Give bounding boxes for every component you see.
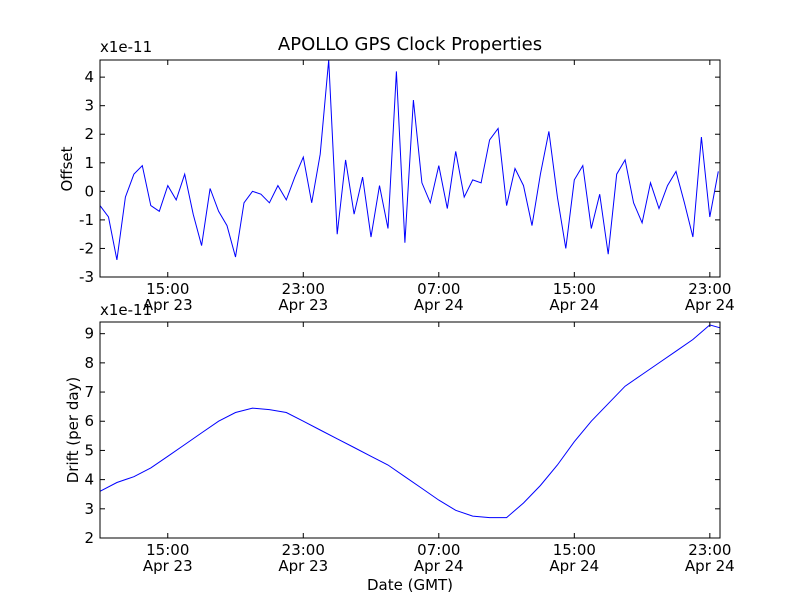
chart-title: APOLLO GPS Clock Properties	[278, 34, 542, 55]
offset-y-tick-label: -1	[79, 211, 94, 229]
offset-x-tick-time: 15:00	[553, 280, 596, 298]
offset-y-tick-label: 3	[84, 97, 94, 115]
drift-series-line	[99, 324, 721, 519]
drift-x-tick-date: Apr 24	[549, 557, 599, 575]
drift-y-label: Drift (per day)	[64, 377, 82, 484]
drift-x-label: Date (GMT)	[367, 576, 453, 594]
drift-multiplier: x1e-11	[100, 301, 152, 319]
drift-x-tick-time: 15:00	[146, 541, 189, 559]
offset-y-tick-label: -2	[79, 239, 94, 257]
drift-x-tick-date: Apr 24	[414, 557, 464, 575]
drift-y-tick-label: 9	[84, 325, 94, 343]
drift-x-tick-date: Apr 23	[278, 557, 328, 575]
drift-x-tick-date: Apr 24	[685, 557, 735, 575]
drift-x-tick-time: 23:00	[688, 541, 731, 559]
offset-y-tick-label: 1	[84, 154, 94, 172]
drift-y-tick-label: 4	[84, 471, 94, 489]
offset-y-tick-label: -3	[79, 268, 94, 286]
offset-x-tick-time: 07:00	[417, 280, 460, 298]
drift-y-tick-label: 3	[84, 500, 94, 518]
offset-multiplier: x1e-11	[100, 38, 152, 56]
drift-y-tick-label: 5	[84, 441, 94, 459]
drift-x-tick-date: Apr 23	[143, 557, 193, 575]
offset-x-tick-time: 23:00	[282, 280, 325, 298]
offset-x-tick-date: Apr 23	[143, 296, 193, 314]
offset-x-tick-date: Apr 24	[414, 296, 464, 314]
drift-y-tick-label: 8	[84, 354, 94, 372]
offset-y-label: Offset	[58, 146, 76, 191]
offset-x-tick-date: Apr 24	[685, 296, 735, 314]
drift-y-tick-label: 7	[84, 383, 94, 401]
drift-x-tick-time: 23:00	[282, 541, 325, 559]
offset-x-tick-date: Apr 23	[278, 296, 328, 314]
drift-x-tick-time: 15:00	[553, 541, 596, 559]
offset-series-line	[99, 59, 719, 260]
offset-y-tick-label: 2	[84, 125, 94, 143]
drift-x-tick-time: 07:00	[417, 541, 460, 559]
offset-y-tick-label: 0	[84, 182, 94, 200]
offset-x-tick-time: 15:00	[146, 280, 189, 298]
drift-axes-frame	[99, 321, 721, 539]
offset-x-tick-time: 23:00	[688, 280, 731, 298]
drift-y-tick-label: 2	[84, 529, 94, 547]
offset-x-tick-date: Apr 24	[549, 296, 599, 314]
drift-y-tick-label: 6	[84, 412, 94, 430]
offset-axes-frame	[99, 59, 721, 278]
offset-y-tick-label: 4	[84, 68, 94, 86]
